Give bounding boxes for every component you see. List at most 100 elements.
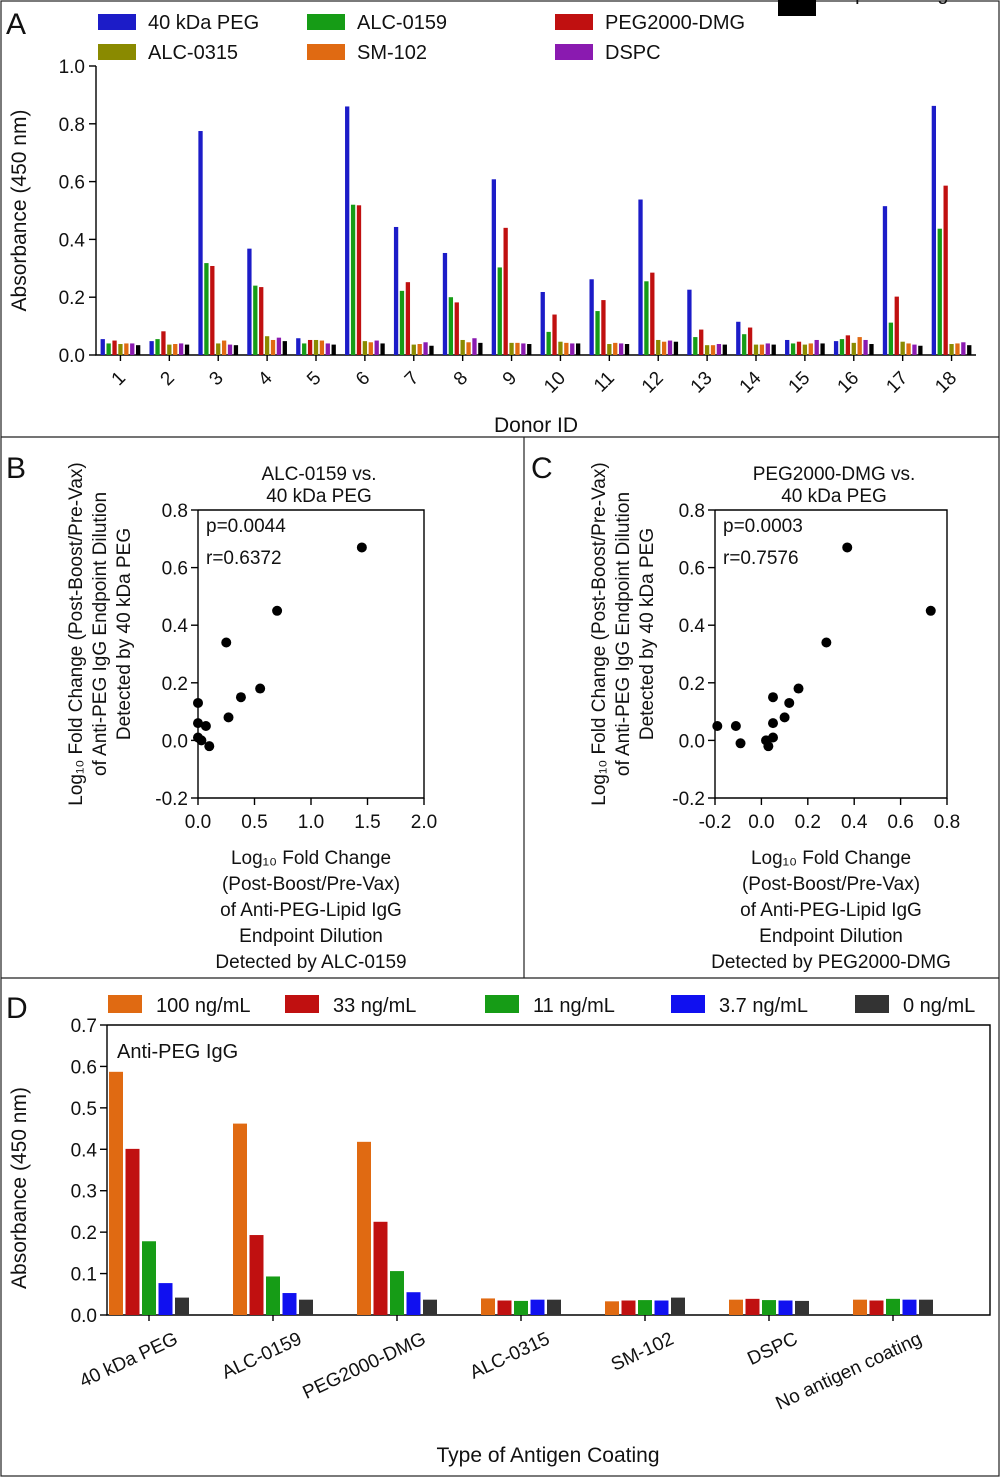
x-tick-label-a: 6 [352, 368, 374, 390]
x-axis-label: Endpoint Dilution [759, 926, 903, 947]
y-tick-label-d: 0.5 [71, 1099, 97, 1120]
bar-a [601, 300, 606, 355]
x-axis-label: Log₁₀ Fold Change [231, 848, 391, 869]
panel-label-a: A [6, 8, 26, 41]
bar-a [319, 340, 325, 355]
x-tick-label-a: 5 [303, 368, 325, 390]
bar-a [356, 205, 362, 355]
bar-a [313, 339, 319, 355]
bar-a [497, 267, 502, 355]
bar-d [481, 1298, 495, 1315]
bar-a [345, 106, 350, 356]
y-tick-label-a: 0.8 [59, 115, 85, 136]
bar-d [299, 1299, 313, 1315]
bar-a [570, 343, 575, 355]
bar-a [302, 343, 307, 355]
y-tick-label-d: 0.3 [71, 1182, 97, 1203]
x-axis-label-d: Type of Antigen Coating [437, 1444, 660, 1467]
x-tick-label: 1.5 [354, 812, 380, 833]
legend-label-a: No precoating [824, 0, 949, 5]
bar-a [589, 279, 594, 355]
bar-a [282, 341, 287, 355]
x-axis-label: (Post-Boost/Pre-Vax) [222, 874, 400, 895]
bar-a [264, 336, 270, 355]
data-point [793, 683, 804, 694]
legend-label-a: DSPC [605, 42, 661, 64]
bar-d [886, 1298, 900, 1315]
chart-title: 40 kDa PEG [266, 486, 372, 507]
legend-swatch-a [555, 14, 593, 30]
legend-label-a: PEG2000-DMG [605, 12, 745, 34]
bar-a [233, 345, 239, 355]
legend-swatch-a [307, 44, 345, 60]
bar-a [961, 342, 966, 355]
bar-a [618, 343, 624, 355]
bar-d [282, 1293, 297, 1315]
bar-a [405, 282, 411, 355]
bar-a [454, 302, 459, 355]
bar-a [851, 342, 856, 355]
bar-a [491, 179, 497, 355]
legend-label-a: ALC-0159 [357, 12, 447, 34]
bar-d [142, 1241, 156, 1315]
bar-a [918, 345, 923, 355]
bar-a [184, 344, 190, 355]
legend-swatch-a [555, 44, 593, 60]
bar-a [135, 345, 141, 355]
x-tick-label-d: ALC-0159 [219, 1328, 305, 1383]
bar-a [527, 344, 532, 355]
bar-d [357, 1141, 371, 1315]
data-point [193, 697, 203, 708]
bar-d [869, 1300, 884, 1315]
bar-a [423, 342, 428, 355]
x-tick-label: -0.2 [699, 812, 732, 833]
bar-d [175, 1297, 189, 1315]
bar-a [276, 337, 282, 355]
bar-a [204, 263, 209, 355]
bar-d [853, 1299, 867, 1315]
bar-a [667, 340, 673, 355]
bar-a [888, 322, 894, 355]
data-point [730, 721, 741, 731]
bar-a [380, 343, 385, 355]
legend-label-a: 40 kDa PEG [148, 12, 259, 34]
data-point [768, 718, 778, 729]
data-point [235, 692, 246, 703]
data-point [223, 712, 234, 723]
bar-a [912, 344, 917, 355]
bar-a [644, 281, 649, 355]
bar-a [937, 228, 942, 355]
bar-a [247, 248, 252, 355]
bar-a [833, 341, 839, 355]
panel-label-c: C [531, 452, 553, 485]
x-tick-label: 0.8 [934, 812, 960, 833]
y-tick-label: 0.4 [162, 616, 189, 637]
legend-label-d: 11 ng/mL [533, 995, 615, 1017]
bar-a [839, 339, 845, 355]
y-tick-label: 0.6 [679, 559, 705, 580]
x-tick-label: 1.0 [298, 812, 324, 833]
bar-d [373, 1221, 388, 1315]
y-tick-label-d: 0.6 [71, 1057, 97, 1078]
bar-a [478, 342, 483, 355]
chart-c: PEG2000-DMG vs.40 kDa PEG -0.2 0.0 0.2 0.4 0.… [589, 462, 960, 973]
bar-a [296, 338, 301, 355]
x-tick-label-a: 2 [157, 368, 179, 390]
chart-title: ALC-0159 vs. [261, 464, 376, 485]
bar-a [814, 339, 819, 355]
bar-a [742, 334, 747, 355]
bar-a [673, 341, 679, 355]
bar-a [515, 342, 520, 355]
bar-d [497, 1300, 512, 1315]
bar-a [161, 331, 166, 355]
bar-a [894, 296, 899, 355]
x-tick-label-a: 3 [205, 368, 227, 390]
data-point [193, 718, 203, 729]
bar-a [429, 345, 434, 355]
x-tick-label-a: 18 [931, 368, 961, 398]
data-point [763, 741, 774, 752]
data-point [821, 637, 832, 648]
legend-swatch-d [671, 995, 705, 1013]
bar-d [125, 1148, 140, 1315]
x-axis-label: Log₁₀ Fold Change [751, 848, 911, 869]
